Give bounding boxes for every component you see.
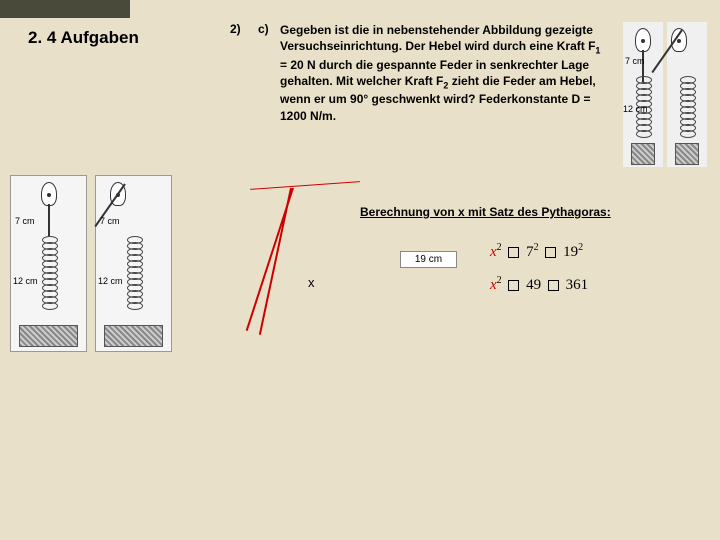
operator-box-icon <box>508 247 519 258</box>
dim-7cm-r1: 7 cm <box>625 56 645 66</box>
construction-line-diagonal2 <box>246 188 294 331</box>
dim-12cm-l1: 12 cm <box>13 276 38 286</box>
operator-box-icon <box>508 280 519 291</box>
operator-box-icon <box>545 247 556 258</box>
problem-text: Gegeben ist die in nebenstehender Abbild… <box>280 22 610 124</box>
base-block-icon <box>19 325 78 347</box>
spring-icon <box>127 238 141 316</box>
eq1-var: x <box>490 244 497 260</box>
dim-7cm-l2: 7 cm <box>100 216 120 226</box>
dim-12cm-r1: 12 cm <box>623 104 648 114</box>
left-diagram-pair: 7 cm 12 cm 7 cm 12 cm <box>10 175 172 352</box>
spring-icon <box>680 78 694 138</box>
header-dark-strip <box>0 0 130 18</box>
eq2-t1: 49 <box>526 277 541 293</box>
problem-number: 2) <box>230 22 241 36</box>
base-block-icon <box>675 143 699 165</box>
dim-12cm-l2: 12 cm <box>98 276 123 286</box>
section-title: 2. 4 Aufgaben <box>28 28 139 48</box>
left-diagram-vertical: 7 cm 12 cm <box>10 175 87 352</box>
problem-letter: c) <box>258 22 269 36</box>
eq1-t2: 19 <box>563 244 578 260</box>
construction-line-horizontal <box>250 181 360 190</box>
lever-head-icon <box>41 182 57 206</box>
base-block-icon <box>631 143 655 165</box>
right-diagram-tilted <box>667 22 707 167</box>
lever-bar <box>48 204 50 236</box>
sub-1: 1 <box>595 46 600 56</box>
construction-line-diagonal <box>259 188 292 335</box>
x-variable-label: x <box>308 275 315 290</box>
problem-text-p1: Gegeben ist die in nebenstehender Abbild… <box>280 23 595 53</box>
calculation-header: Berechnung von x mit Satz des Pythagoras… <box>360 205 611 219</box>
horizontal-dimension-label: 19 cm <box>400 251 457 268</box>
eq1-t1: 7 <box>526 244 534 260</box>
equation-line-1: x2 72 192 <box>490 242 583 261</box>
right-diagram-vertical: 7 cm 12 cm <box>623 22 663 167</box>
eq2-t2: 361 <box>566 277 589 293</box>
equation-line-2: x2 49 361 <box>490 275 588 294</box>
left-diagram-tilted: 7 cm 12 cm <box>95 175 172 352</box>
spring-icon <box>42 238 56 316</box>
operator-box-icon <box>548 280 559 291</box>
eq2-var: x <box>490 277 497 293</box>
base-block-icon <box>104 325 163 347</box>
lever-head-icon <box>635 28 651 52</box>
right-diagram-pair: 7 cm 12 cm <box>623 22 708 172</box>
dim-7cm-l1: 7 cm <box>15 216 35 226</box>
